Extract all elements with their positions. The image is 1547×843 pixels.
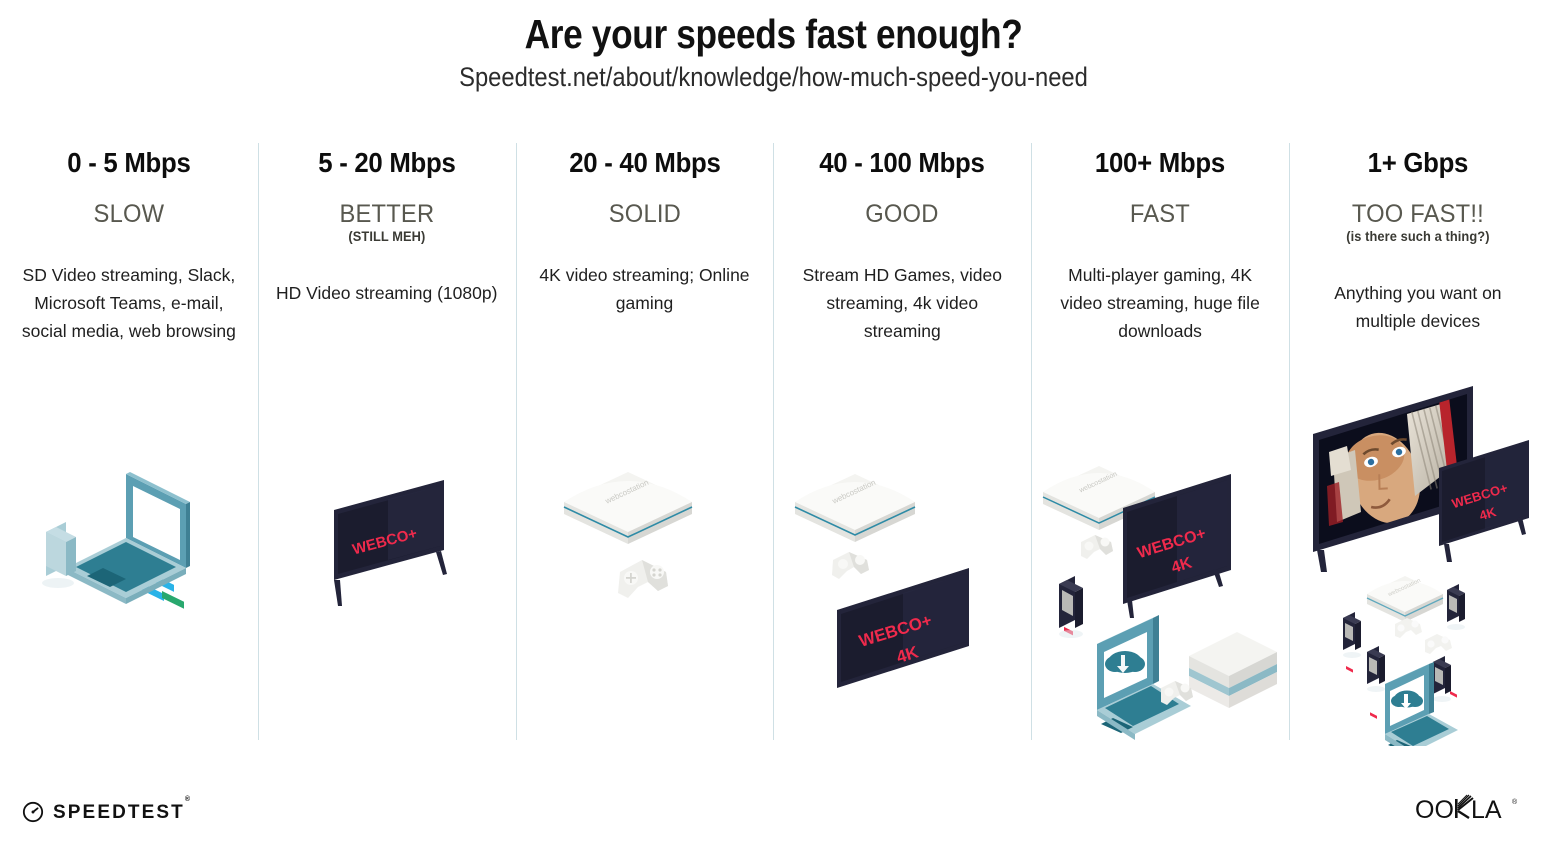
game-controller-icon	[1424, 634, 1452, 654]
speed-tier-column-2: 5 - 20 Mbps BETTER (STILL MEH) HD Video …	[257, 138, 516, 740]
rating-sublabel: (STILL MEH)	[348, 229, 426, 245]
ookla-k-glyph	[1455, 794, 1474, 820]
speed-range-label: 5 - 20 Mbps	[318, 147, 456, 178]
speed-tier-column-1: 0 - 5 Mbps SLOW SD Video streaming, Slac…	[0, 138, 258, 738]
tier-description: Anything you want on multiple devices	[1334, 282, 1502, 331]
tier-description: 4K video streaming; Online gaming	[539, 265, 750, 314]
ookla-trademark: ®	[1512, 798, 1518, 806]
speed-tier-column-3: 20 - 40 Mbps SOLID 4K video streaming; O…	[515, 138, 774, 740]
tier-description: Multi-player gaming, 4K video streaming,…	[1060, 265, 1260, 342]
illustration-console-controller: webcostation	[516, 460, 774, 620]
tv-4k-text: 4K	[1478, 504, 1499, 523]
tv-4k-icon: WEBCO+ 4K	[1123, 474, 1232, 618]
ookla-logo: OO LA ®	[1415, 793, 1519, 825]
game-controller-icon	[617, 560, 668, 598]
rating-label: FAST	[1130, 199, 1191, 228]
illustration-tv: WEBCO+	[258, 468, 516, 618]
illustration-multi-device: webcostation WEBCO+	[1031, 450, 1289, 740]
speed-tier-column-4: 40 - 100 Mbps GOOD Stream HD Games, vide…	[773, 138, 1031, 740]
rating-label: TOO FAST!!	[1351, 199, 1484, 228]
speed-range-label: 40 - 100 Mbps	[819, 147, 986, 178]
tv-4k-text: 4K	[1170, 554, 1195, 576]
game-console-icon: webcostation	[795, 474, 916, 542]
rating-label: SOLID	[608, 199, 681, 228]
game-console-icon: webcostation	[1366, 576, 1444, 622]
page-subtitle: Speedtest.net/about/knowledge/how-much-s…	[459, 61, 1088, 92]
tier-description: SD Video streaming, Slack, Microsoft Tea…	[21, 265, 236, 342]
speed-range-label: 100+ Mbps	[1095, 147, 1226, 178]
rating-sublabel: (is there such a thing?)	[1346, 229, 1490, 245]
laptop-icon	[1097, 615, 1192, 740]
illustration-laptop-phone	[0, 456, 258, 616]
rating-label: SLOW	[93, 199, 165, 228]
rating-block: TOO FAST!! (is there such a thing?)	[1289, 179, 1547, 245]
speed-tier-column-5: 100+ Mbps FAST Multi-player gaming, 4K v…	[1031, 138, 1289, 740]
ookla-text-left: OO	[1415, 796, 1454, 824]
phone-icon	[1366, 646, 1385, 719]
multi-device-svg: webcostation WEBCO+	[1042, 466, 1278, 740]
tv-4k-icon: WEBCO+ 4K	[837, 568, 970, 688]
game-controller-icon	[1394, 618, 1422, 638]
tv-icon: WEBCO+	[333, 480, 447, 606]
laptop-icon	[66, 472, 190, 609]
rating-block: FAST	[1031, 179, 1289, 228]
game-controller-icon	[832, 552, 870, 579]
speedtest-trademark: ®	[184, 796, 191, 804]
illustration-console-controller-tv4k: webcostation WEBCO+	[773, 460, 1031, 690]
tier-description: Stream HD Games, video streaming, 4k vid…	[802, 265, 1002, 342]
tv-movie-icon	[1312, 386, 1473, 572]
speedometer-icon	[22, 801, 44, 823]
game-controller-icon	[1081, 535, 1114, 559]
phone-icon	[1059, 576, 1084, 638]
illustration-everything: WEBCO+ 4K webcostation	[1289, 366, 1547, 763]
phone-icon	[1342, 612, 1361, 673]
rating-label: GOOD	[865, 199, 939, 228]
everything-svg: WEBCO+ 4K webcostation	[1312, 386, 1529, 763]
speed-range-label: 1+ Gbps	[1367, 147, 1469, 178]
speed-range-label: 20 - 40 Mbps	[568, 147, 721, 178]
speedtest-wordmark: SPEEDTEST®	[53, 796, 191, 823]
rating-block: GOOD	[773, 179, 1031, 228]
cloud-sync-icon	[1390, 690, 1423, 709]
speedtest-logo: SPEEDTEST®	[22, 796, 191, 823]
ookla-wordmark: OO LA ®	[1415, 794, 1518, 824]
phone-icon	[1446, 584, 1465, 698]
footer: SPEEDTEST® OO LA ®	[0, 779, 1547, 843]
phone-icon	[42, 522, 76, 588]
speed-tier-column-6: 1+ Gbps TOO FAST!! (is there such a thin…	[1288, 138, 1547, 763]
console-controller-svg: webcostation	[563, 472, 692, 598]
cloud-sync-icon	[1105, 651, 1146, 673]
game-controller-icon	[1161, 681, 1194, 705]
rating-block: BETTER (STILL MEH)	[258, 179, 516, 245]
header: Are your speeds fast enough? Speedtest.n…	[0, 0, 1547, 93]
ookla-text-right: LA	[1471, 796, 1502, 824]
movie-scene	[1318, 394, 1467, 544]
game-console-icon: webcostation	[563, 472, 692, 544]
router-icon	[1189, 632, 1278, 708]
tv-4k-icon: WEBCO+ 4K	[1438, 440, 1529, 562]
speed-tier-columns: 0 - 5 Mbps SLOW SD Video streaming, Slac…	[0, 138, 1547, 763]
rating-block: SLOW	[0, 179, 258, 228]
rating-label: BETTER	[339, 199, 435, 228]
console-tv4k-svg: webcostation WEBCO+	[795, 474, 970, 688]
tv-svg: WEBCO+	[333, 480, 447, 606]
rating-block: SOLID	[516, 179, 774, 228]
laptop-phone-svg	[42, 472, 190, 609]
tier-description: HD Video streaming (1080p)	[275, 282, 498, 303]
page-title: Are your speeds fast enough?	[524, 11, 1023, 57]
speed-range-label: 0 - 5 Mbps	[67, 147, 191, 178]
